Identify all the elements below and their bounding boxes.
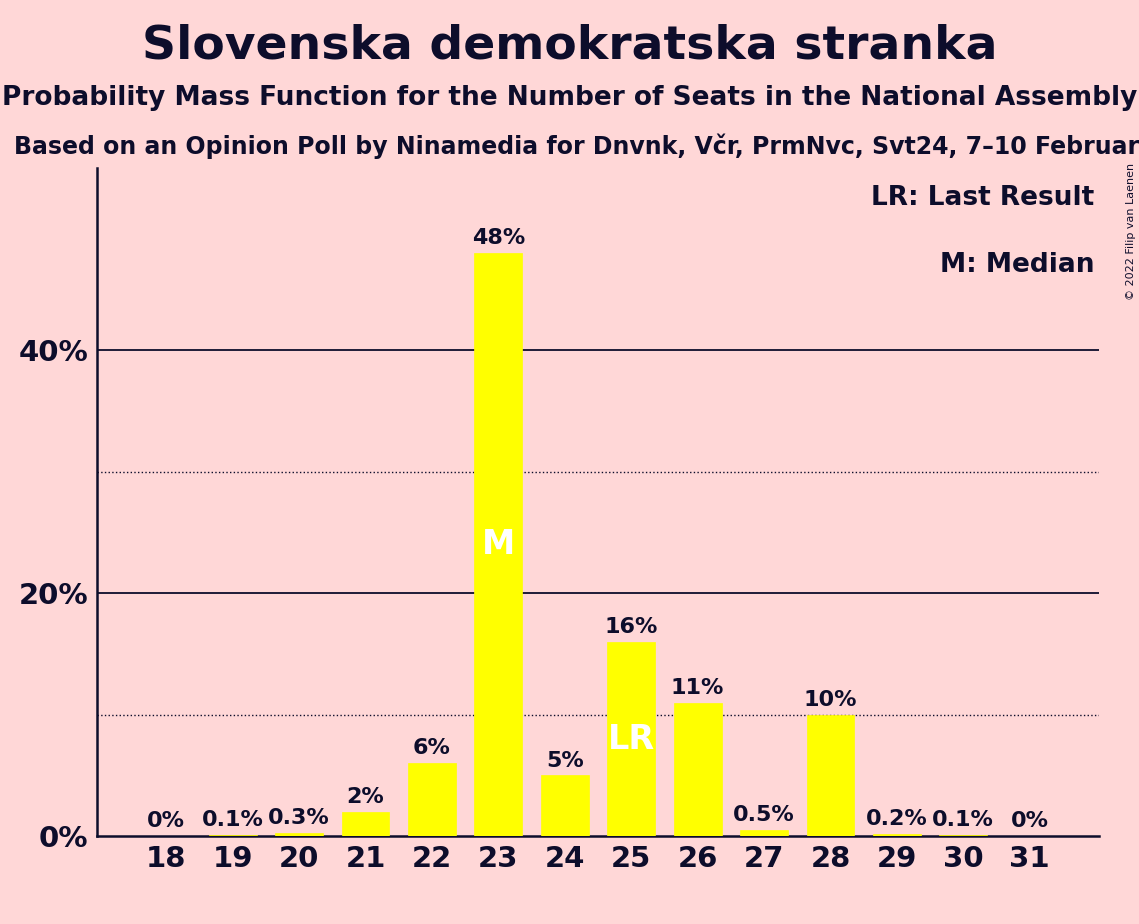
Text: 0.1%: 0.1%	[933, 810, 994, 830]
Text: 0.2%: 0.2%	[866, 808, 927, 829]
Text: Probability Mass Function for the Number of Seats in the National Assembly: Probability Mass Function for the Number…	[2, 85, 1137, 111]
Text: 0%: 0%	[1010, 811, 1049, 832]
Bar	[940, 835, 988, 836]
Bar	[541, 775, 589, 836]
Text: 0.5%: 0.5%	[734, 806, 795, 825]
Bar	[208, 835, 256, 836]
Text: 5%: 5%	[546, 750, 583, 771]
Text: © 2022 Filip van Laenen: © 2022 Filip van Laenen	[1126, 163, 1136, 299]
Bar	[740, 830, 788, 836]
Bar	[872, 833, 920, 836]
Text: 11%: 11%	[671, 677, 724, 698]
Bar	[475, 253, 523, 836]
Text: LR: LR	[607, 723, 655, 756]
Text: 16%: 16%	[605, 617, 658, 637]
Bar	[806, 715, 854, 836]
Bar	[408, 763, 456, 836]
Text: Slovenska demokratska stranka: Slovenska demokratska stranka	[141, 23, 998, 68]
Bar	[342, 812, 390, 836]
Bar	[276, 833, 323, 836]
Bar	[673, 702, 721, 836]
Text: 0.3%: 0.3%	[269, 808, 330, 828]
Text: 2%: 2%	[346, 787, 384, 807]
Text: Based on an Opinion Poll by Ninamedia for Dnvnk, Včr, PrmNvc, Svt24, 7–10 Februa: Based on an Opinion Poll by Ninamedia fo…	[14, 133, 1139, 159]
Text: M: M	[482, 529, 515, 561]
Text: 10%: 10%	[804, 690, 858, 710]
Text: LR: Last Result: LR: Last Result	[871, 185, 1095, 211]
Text: 48%: 48%	[472, 228, 525, 249]
Text: 6%: 6%	[413, 738, 451, 759]
Bar	[607, 642, 655, 836]
Text: 0%: 0%	[147, 811, 186, 832]
Text: 0.1%: 0.1%	[202, 810, 263, 830]
Text: M: Median: M: Median	[940, 251, 1095, 278]
